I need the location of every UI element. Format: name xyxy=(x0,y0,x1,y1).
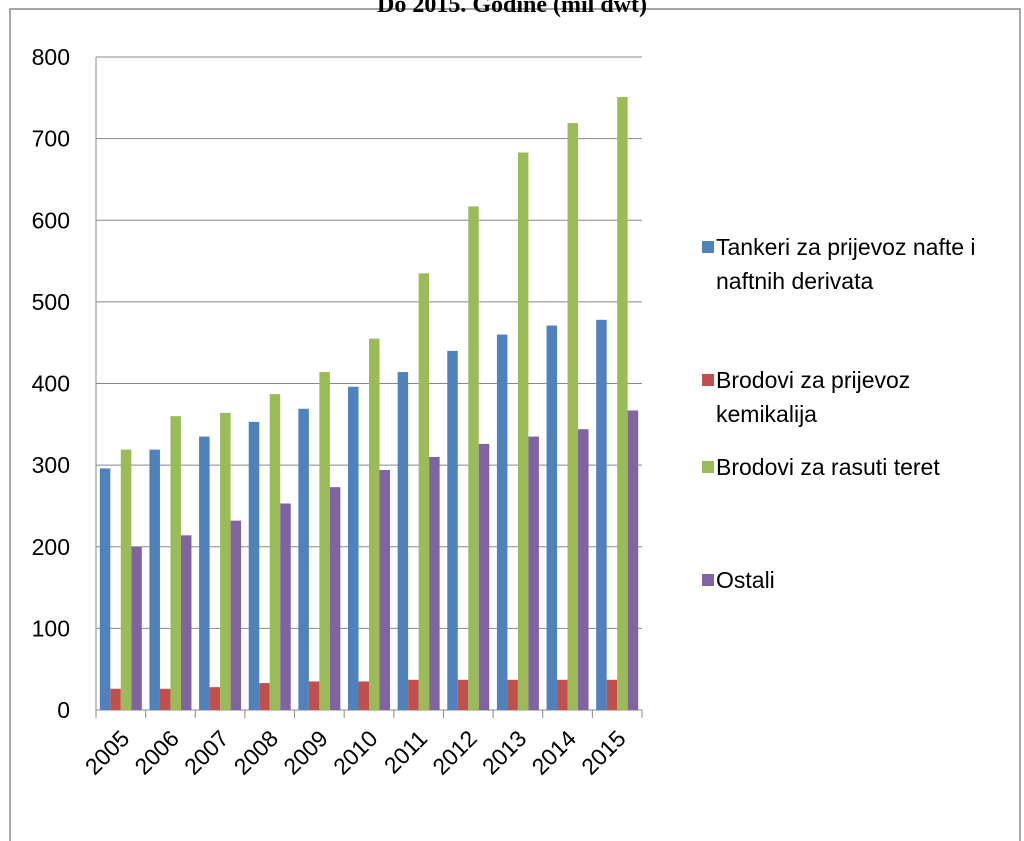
bar xyxy=(199,436,210,710)
bar xyxy=(308,681,320,710)
bar xyxy=(319,372,330,710)
x-tick-label: 2013 xyxy=(477,725,532,780)
y-tick-label: 700 xyxy=(32,126,70,152)
y-tick-label: 0 xyxy=(57,697,70,723)
legend-swatch xyxy=(702,461,714,473)
bar xyxy=(496,334,508,710)
bar xyxy=(280,503,291,710)
y-tick-label: 600 xyxy=(32,207,70,233)
bar xyxy=(329,487,341,710)
bar xyxy=(149,449,160,710)
x-tick-label: 2011 xyxy=(379,725,432,778)
bar xyxy=(170,416,181,710)
legend-label: Brodovi za rasuti teret xyxy=(716,454,940,480)
x-tick-label: 2014 xyxy=(527,725,582,780)
bar xyxy=(567,123,579,710)
bar xyxy=(596,319,607,710)
bar xyxy=(447,350,458,710)
bar xyxy=(131,546,142,710)
bar xyxy=(517,152,529,711)
frame xyxy=(9,8,1021,841)
bar xyxy=(230,520,242,710)
bar xyxy=(457,679,469,710)
y-tick-label: 100 xyxy=(32,615,70,641)
bar xyxy=(557,679,568,710)
bar xyxy=(578,429,589,710)
bar xyxy=(209,687,221,710)
y-tick-label: 800 xyxy=(32,44,70,70)
bar xyxy=(369,338,380,710)
bar xyxy=(627,410,639,710)
legend-swatch xyxy=(702,574,714,586)
y-tick-label: 200 xyxy=(32,534,70,560)
bar xyxy=(429,456,440,710)
x-tick-label: 2007 xyxy=(179,725,234,780)
bar xyxy=(418,273,430,710)
legend-label: Brodovi za prijevoz kemikalija xyxy=(716,367,911,427)
x-tick-label: 2009 xyxy=(278,725,333,780)
bar xyxy=(110,688,121,710)
bar xyxy=(180,535,192,710)
y-tick-label: 500 xyxy=(32,289,70,315)
bar xyxy=(478,443,490,710)
bar xyxy=(408,679,419,710)
bar xyxy=(379,470,390,710)
bar xyxy=(269,394,281,710)
bar xyxy=(617,96,628,711)
x-tick-label: 2005 xyxy=(80,725,135,780)
x-tick-label: 2012 xyxy=(427,725,482,780)
y-tick-label: 400 xyxy=(32,371,70,397)
x-tick-label: 2010 xyxy=(328,725,383,780)
y-tick-label: 300 xyxy=(32,452,70,478)
bar xyxy=(159,688,171,710)
bar xyxy=(528,436,539,710)
bar xyxy=(507,679,518,710)
bar xyxy=(220,412,231,710)
bar xyxy=(546,325,558,710)
legend-label: Tankeri za prijevoz nafte i naftnih deri… xyxy=(716,234,976,294)
bar xyxy=(468,206,479,710)
legend-swatch xyxy=(702,241,714,253)
legend-label: Ostali xyxy=(716,567,775,593)
legend-swatch xyxy=(702,374,714,386)
bar xyxy=(259,683,270,710)
chart-title: Do 2015. Godine (mil dwt) xyxy=(377,0,647,18)
bar xyxy=(120,449,132,710)
bar xyxy=(99,468,111,710)
bar xyxy=(348,386,359,710)
bar xyxy=(298,408,309,710)
bar xyxy=(397,372,409,710)
x-tick-label: 2006 xyxy=(129,725,184,780)
bar xyxy=(358,681,369,710)
bar xyxy=(248,421,260,710)
x-tick-label: 2008 xyxy=(229,725,284,780)
bar xyxy=(606,679,618,710)
x-tick-label: 2015 xyxy=(576,725,631,780)
